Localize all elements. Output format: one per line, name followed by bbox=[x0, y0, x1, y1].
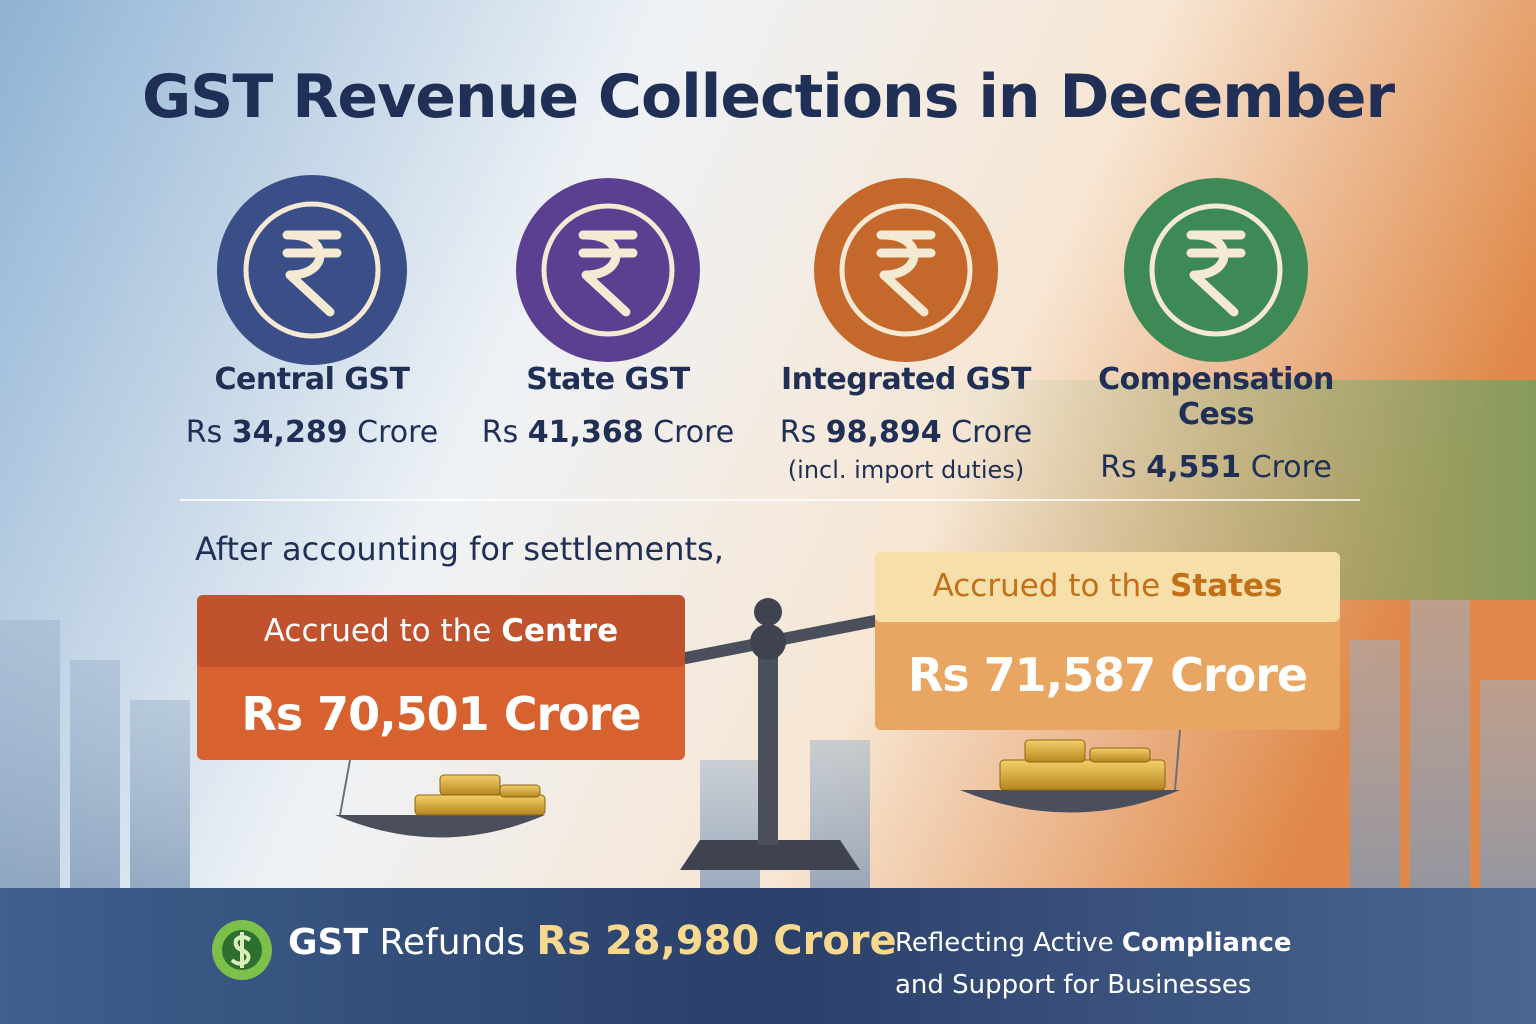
centre-label: Accrued to the Centre bbox=[197, 597, 685, 665]
states-amount: Rs 71,587 Crore bbox=[907, 648, 1308, 702]
unit: Crore bbox=[653, 415, 735, 450]
refund-icon bbox=[212, 920, 272, 980]
label: Accrued to the bbox=[263, 613, 492, 649]
note-bold: Compliance bbox=[1121, 928, 1292, 958]
label: Accrued to the bbox=[932, 568, 1161, 604]
prefix: Rs bbox=[481, 415, 519, 450]
item: Compensation Cess Rs 4,551 Crore bbox=[1056, 362, 1376, 485]
unit: Crore bbox=[357, 415, 439, 450]
unit: Crore bbox=[1250, 450, 1332, 485]
item: Integrated GST Rs 98,894 Crore (incl. impo… bbox=[746, 362, 1066, 484]
item-label: Integrated GST bbox=[780, 362, 1032, 397]
refunds-label: Refunds bbox=[379, 922, 525, 963]
refunds-bold: GST bbox=[288, 922, 369, 963]
title: GST Revenue Collections in December bbox=[141, 62, 1395, 132]
prefix: Rs bbox=[1100, 450, 1137, 485]
prefix: Rs bbox=[779, 415, 817, 450]
item-label: State GST bbox=[526, 362, 690, 397]
refunds-note: Reflecting Active Compliance and Support … bbox=[895, 922, 1292, 1006]
refunds: GST Refunds Rs 28,980 Crore bbox=[288, 918, 897, 964]
amount: 4,551 bbox=[1146, 450, 1242, 485]
balance-scale bbox=[335, 598, 1181, 870]
item-label: Compensation Cess bbox=[1098, 362, 1334, 432]
intro: After accounting for settlements, bbox=[195, 530, 724, 568]
accrual-boxes bbox=[197, 552, 1340, 760]
note-start: Reflecting Active bbox=[895, 928, 1114, 958]
item-amount: Rs 98,894 Crore bbox=[746, 415, 1066, 450]
centre-amount: Rs 70,501 Crore bbox=[241, 687, 641, 741]
amount: 98,894 bbox=[825, 415, 942, 450]
item-amount: Rs 4,551 Crore bbox=[1056, 450, 1376, 485]
item-amount: Rs 41,368 Crore bbox=[448, 415, 768, 450]
prefix: Rs bbox=[185, 415, 223, 450]
label-bold: States bbox=[1170, 568, 1283, 604]
unit: Crore bbox=[951, 415, 1033, 450]
rupee-signs bbox=[282, 230, 1246, 317]
label-bold: Centre bbox=[501, 613, 619, 649]
item-note: (incl. import duties) bbox=[787, 456, 1025, 484]
item: Central GST Rs 34,289 Crore bbox=[152, 362, 472, 450]
item-label: Central GST bbox=[214, 362, 410, 397]
amount: 41,368 bbox=[527, 415, 644, 450]
note-end: and Support for Businesses bbox=[895, 970, 1252, 1000]
item: State GST Rs 41,368 Crore bbox=[448, 362, 768, 450]
states-label: Accrued to the States bbox=[875, 553, 1340, 619]
item-amount: Rs 34,289 Crore bbox=[152, 415, 472, 450]
refunds-amount: Rs 28,980 Crore bbox=[536, 918, 897, 964]
amount: 34,289 bbox=[231, 415, 348, 450]
